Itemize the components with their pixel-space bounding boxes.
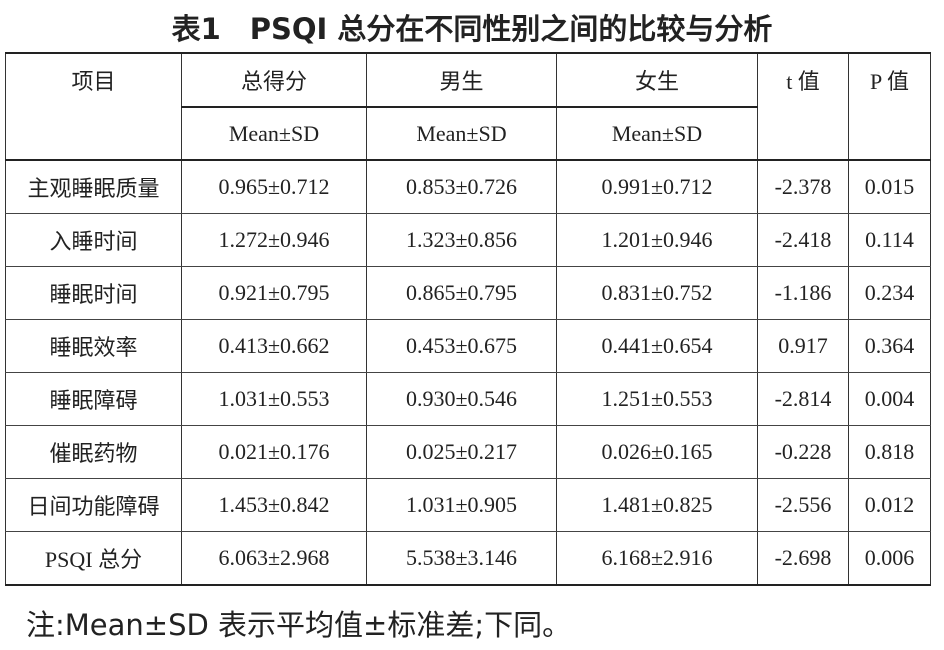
table-cell: -1.186 <box>757 266 849 320</box>
table-cell: 0.818 <box>848 425 931 479</box>
row-label: 睡眠障碍 <box>5 372 182 426</box>
table-cell: 0.865±0.795 <box>366 266 557 320</box>
table-row: 主观睡眠质量 0.965±0.712 0.853±0.726 0.991±0.712-… <box>5 160 931 214</box>
table-cell: 0.965±0.712 <box>181 160 367 214</box>
table-cell: 1.453±0.842 <box>181 478 367 532</box>
table-row: 睡眠时间 0.921±0.795 0.865±0.795 0.831±0.752 -1.… <box>5 266 931 320</box>
table-cell: 5.538±3.146 <box>366 531 557 586</box>
table-cell: 0.991±0.712 <box>556 160 758 214</box>
row-label: 睡眠时间 <box>5 266 182 320</box>
row-label: 催眠药物 <box>5 425 182 479</box>
table-cell: -2.698 <box>757 531 849 586</box>
table-cell: -2.418 <box>757 213 849 267</box>
header-cell: 项目 <box>5 52 182 161</box>
table-cell: 0.413±0.662 <box>181 319 367 373</box>
table: 项目 总得分 男生 女生 t 值 P 值 Mean±SD Mean±SD Mea… <box>5 52 931 586</box>
table-cell: 1.031±0.905 <box>366 478 557 532</box>
table-cell: 0.930±0.546 <box>366 372 557 426</box>
table-cell: 1.272±0.946 <box>181 213 367 267</box>
table-cell: 1.201±0.946 <box>556 213 758 267</box>
table-row: PSQI 总分 6.063±2.968 5.538±3.146 6.168±2.916… <box>5 531 931 586</box>
table-cell: 6.168±2.916 <box>556 531 758 586</box>
table-cell: 0.004 <box>848 372 931 426</box>
header-cell: 女生 <box>556 52 758 108</box>
table-cell: 0.025±0.217 <box>366 425 557 479</box>
header-cell: t 值 <box>757 52 849 161</box>
table-cell: 0.831±0.752 <box>556 266 758 320</box>
table-cell: 0.441±0.654 <box>556 319 758 373</box>
table-cell: 0.364 <box>848 319 931 373</box>
row-label: 睡眠效率 <box>5 319 182 373</box>
row-label: PSQI 总分 <box>5 531 182 586</box>
header-cell: P 值 <box>848 52 931 161</box>
table-cell: 0.012 <box>848 478 931 532</box>
row-label: 入睡时间 <box>5 213 182 267</box>
subheader-cell: Mean±SD <box>181 107 367 161</box>
table-cell: 6.063±2.968 <box>181 531 367 586</box>
table-cell: 1.251±0.553 <box>556 372 758 426</box>
table-row: 日间功能障碍 1.453±0.842 1.031±0.905 1.481±0.825-… <box>5 478 931 532</box>
table-cell: 0.021±0.176 <box>181 425 367 479</box>
table-row: 入睡时间 1.272±0.946 1.323±0.856 1.201±0.946 -2.… <box>5 213 931 267</box>
table-cell: 0.921±0.795 <box>181 266 367 320</box>
table-cell: -2.378 <box>757 160 849 214</box>
row-label: 主观睡眠质量 <box>5 160 182 214</box>
table-cell: -2.814 <box>757 372 849 426</box>
header-cell: 男生 <box>366 52 557 108</box>
subheader-cell: Mean±SD <box>366 107 557 161</box>
table-cell: 0.917 <box>757 319 849 373</box>
table-body: 主观睡眠质量 0.965±0.712 0.853±0.726 0.991±0.712-… <box>5 160 931 586</box>
row-label: 日间功能障碍 <box>5 478 182 532</box>
table-cell: 1.323±0.856 <box>366 213 557 267</box>
table-cell: -2.556 <box>757 478 849 532</box>
table-cell: 0.114 <box>848 213 931 267</box>
table-cell: 0.453±0.675 <box>366 319 557 373</box>
table-cell: 0.026±0.165 <box>556 425 758 479</box>
table-cell: -0.228 <box>757 425 849 479</box>
table-cell: 0.234 <box>848 266 931 320</box>
header-cell: 总得分 <box>181 52 367 108</box>
subheader-cell: Mean±SD <box>556 107 758 161</box>
table-row: 睡眠障碍 1.031±0.553 0.930±0.546 1.251±0.553 -2.… <box>5 372 931 426</box>
table-cell: 0.015 <box>848 160 931 214</box>
title: 表1 PSQI 总分在不同性别之间的比较与分析 <box>171 12 773 46</box>
table-cell: 1.031±0.553 <box>181 372 367 426</box>
table-cell: 0.006 <box>848 531 931 586</box>
table-row: 睡眠效率 0.413±0.662 0.453±0.675 0.441±0.654 0.9… <box>5 319 931 373</box>
note: 注:Mean±SD 表示平均值±标准差;下同。 <box>26 608 572 642</box>
table-row: 催眠药物 0.021±0.176 0.025±0.217 0.026±0.165 -0.… <box>5 425 931 479</box>
table-cell: 1.481±0.825 <box>556 478 758 532</box>
table-cell: 0.853±0.726 <box>366 160 557 214</box>
